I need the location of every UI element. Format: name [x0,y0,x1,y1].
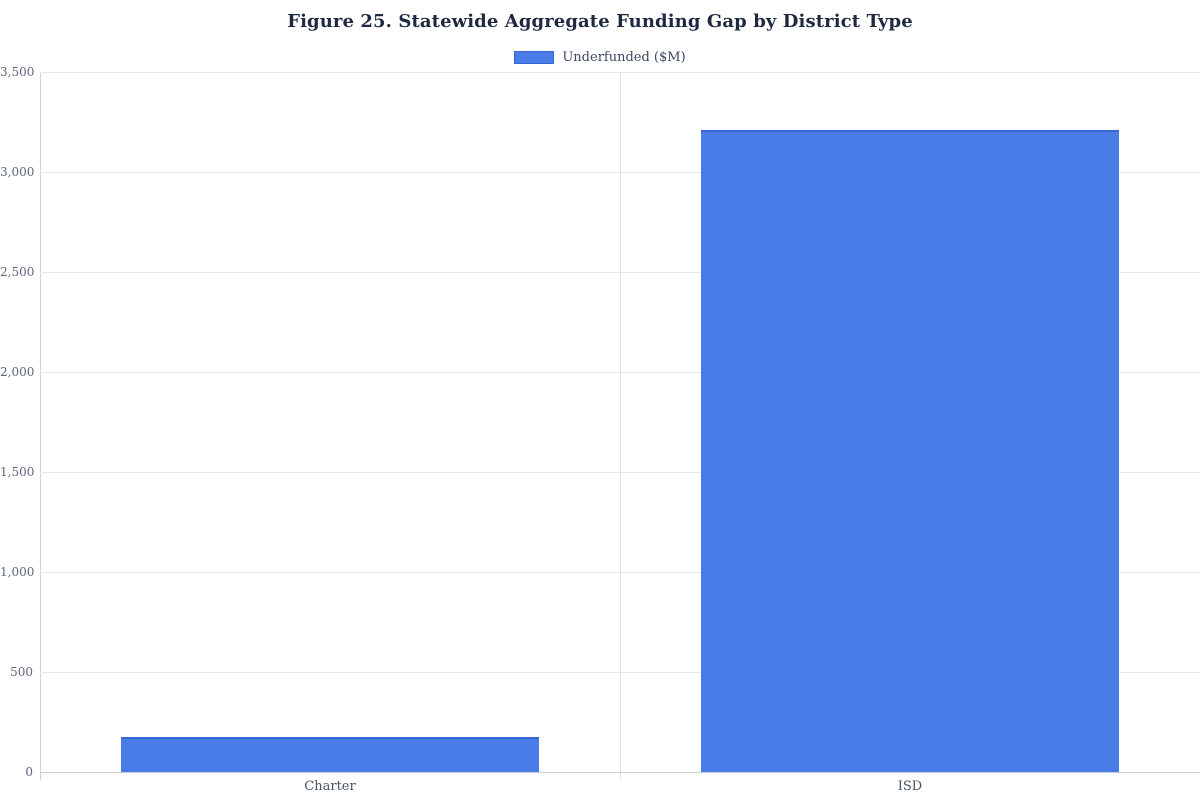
y-tick-label: 3,500 [0,65,35,79]
gridline [40,72,1200,73]
y-axis-line [40,72,41,780]
gridline [40,672,1200,673]
y-tick-label: 2,500 [0,265,35,279]
y-tick-label: 1,000 [0,565,35,579]
y-tick-label: 500 [10,665,33,679]
y-tick-label: 3,000 [0,165,35,179]
gridline [40,172,1200,173]
legend-label: Underfunded ($M) [562,50,686,65]
chart-title: Figure 25. Statewide Aggregate Funding G… [287,11,913,32]
legend-swatch-icon [514,51,555,64]
bar-charter[interactable] [121,737,539,772]
x-axis-label-charter: Charter [304,779,356,794]
gridline [40,272,1200,273]
x-axis-labels: Charter ISD [40,779,1200,799]
plot-area [40,72,1200,773]
gridline [40,372,1200,373]
bar-isd[interactable] [701,130,1119,772]
x-axis-label-isd: ISD [897,779,923,794]
legend[interactable]: Underfunded ($M) [0,50,1200,65]
gridline [40,572,1200,573]
category-divider-line [620,72,621,780]
gridline [40,472,1200,473]
y-tick-label: 1,500 [0,465,35,479]
y-tick-label: 2,000 [0,365,35,379]
y-tick-label: 0 [25,765,33,779]
y-axis-tick-labels: 0 500 1,000 1,500 2,000 2,500 3,000 3,500 [0,65,35,779]
